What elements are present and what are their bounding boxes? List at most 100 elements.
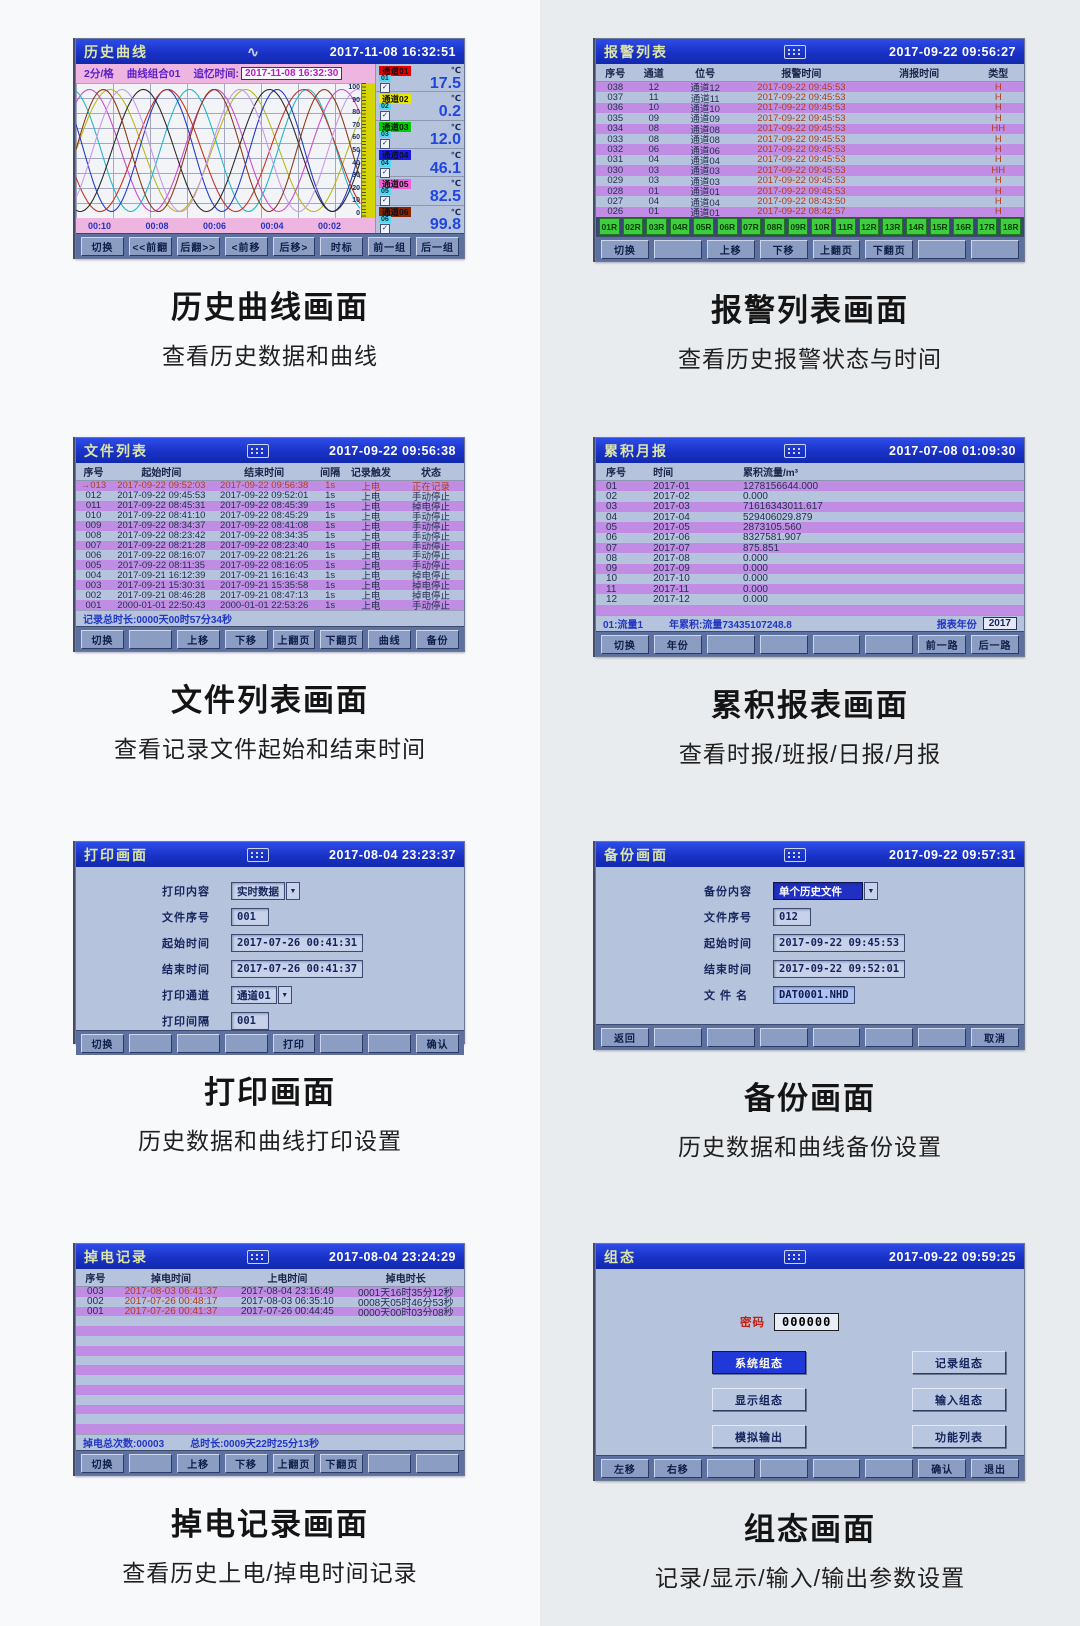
softkey-button[interactable]: 切换	[81, 629, 124, 649]
panel-caption-subtitle: 查看记录文件起始和结束时间	[114, 736, 426, 762]
password-input[interactable]: 000000	[774, 1313, 840, 1331]
print-section: 打印画面 2017-08-04 23:23:37 打印内容 实时数据 ▼ 文件序号 00…	[0, 813, 540, 1219]
channel-visible-checkbox[interactable]: ✓	[379, 195, 390, 206]
text-input[interactable]: 001	[231, 1012, 269, 1030]
table-cell: 上电	[361, 551, 381, 563]
form-row: 文 件 名 DAT0001.NHD	[704, 986, 1024, 1004]
softkey-button[interactable]: 年份	[653, 634, 702, 654]
table-cell: 正在记录	[411, 481, 450, 493]
softkey-button[interactable]: 上移	[176, 629, 220, 649]
table-row	[76, 1394, 464, 1405]
softkey-button[interactable]: 切换	[81, 1453, 124, 1473]
text-input[interactable]: 2017-09-22 09:45:53	[773, 934, 906, 952]
channel-visible-checkbox[interactable]: ✓	[379, 111, 390, 121]
channel-visible-checkbox[interactable]: ✓	[379, 139, 390, 150]
column-header: 结束时间	[244, 468, 285, 479]
softkey-button[interactable]: 后翻>>	[176, 236, 220, 256]
softkey-button[interactable]: <前移	[224, 236, 268, 256]
softkey-button[interactable]: 右移	[653, 1458, 702, 1478]
alarm-channel-tag: 01R	[599, 218, 620, 235]
table-cell: 2017-09-22 08:21:26	[220, 549, 309, 561]
softkey-button[interactable]: 上移	[176, 1453, 220, 1473]
softkey-button[interactable]: 后一路	[971, 634, 1019, 654]
softkey-button[interactable]: 前一组	[368, 236, 412, 256]
poweroff-record-screen: 掉电记录 2017-08-04 23:24:29 序号 掉电时间 上电时间 掉电时长 0…	[75, 1243, 465, 1476]
softkey-button[interactable]: 下翻页	[320, 629, 364, 649]
softkey-button[interactable]: 切换	[601, 634, 649, 654]
softkey-button[interactable]: 确认	[918, 1458, 967, 1478]
table-cell: 2017-09-22 08:41:10	[117, 510, 206, 522]
config-menu-button[interactable]: 系统组态	[712, 1351, 806, 1374]
text-input[interactable]: DAT0001.NHD	[773, 986, 855, 1004]
channel-number-chip: 05	[379, 187, 391, 195]
recall-time-value[interactable]: 2017-11-08 16:32:30	[240, 67, 343, 80]
report-year-input[interactable]: 2017	[982, 617, 1017, 630]
softkey-button[interactable]: 上移	[706, 239, 755, 259]
softkey-button-empty	[865, 1458, 914, 1478]
softkey-button[interactable]: 打印	[272, 1033, 316, 1053]
field-label: 结束时间	[704, 964, 752, 976]
softkey-button-empty	[918, 1027, 967, 1047]
dropdown-value[interactable]: 通道01	[231, 986, 277, 1004]
softkey-button[interactable]: <<前翻	[128, 236, 172, 256]
softkey-button[interactable]: 切换	[601, 239, 649, 259]
softkey-button[interactable]: 上翻页	[272, 629, 316, 649]
dropdown-arrow-icon[interactable]: ▼	[286, 882, 300, 900]
softkey-button[interactable]: 下翻页	[865, 239, 914, 259]
text-input[interactable]: 2017-09-22 09:52:01	[773, 960, 906, 978]
softkey-button[interactable]: 后一组	[416, 236, 459, 256]
softkey-button[interactable]: 曲线	[368, 629, 412, 649]
dropdown-arrow-icon[interactable]: ▼	[277, 986, 292, 1004]
channel-visible-checkbox[interactable]: ✓	[379, 167, 390, 178]
table-cell: 2017-09-22 09:56:38	[220, 480, 309, 492]
unit-label: ℃	[450, 121, 461, 132]
text-input[interactable]: 012	[773, 908, 811, 926]
softkey-button[interactable]: 上翻页	[812, 239, 861, 259]
softkey-button[interactable]: 备份	[416, 629, 459, 649]
dropdown-value[interactable]: 单个历史文件	[773, 882, 863, 900]
softkey-button[interactable]: 上翻页	[272, 1453, 316, 1473]
softkey-button[interactable]: 下移	[224, 1453, 268, 1473]
softkey-button[interactable]: 下移	[224, 629, 268, 649]
scale-bar	[361, 83, 375, 218]
table-cell: 手动停止	[411, 511, 450, 523]
softkey-button[interactable]: 前一路	[918, 634, 967, 654]
softkey-button[interactable]: 取消	[971, 1027, 1019, 1047]
channel-visible-checkbox[interactable]: ✓	[379, 82, 390, 93]
softkey-button[interactable]: 确认	[416, 1033, 459, 1053]
softkey-button[interactable]: 返回	[601, 1027, 649, 1047]
table-cell: 034	[607, 123, 624, 135]
table-cell: 通道08	[690, 124, 720, 136]
config-menu-button[interactable]: 功能列表	[912, 1425, 1006, 1448]
softkey-button[interactable]: 下翻页	[320, 1453, 364, 1473]
softkey-button[interactable]: 切换	[81, 1033, 124, 1053]
channel-value: 17.5	[429, 74, 461, 92]
softkey-button-empty	[653, 239, 702, 259]
text-input[interactable]: 2017-07-26 00:41:31	[231, 934, 364, 952]
softkey-button[interactable]: 下移	[759, 239, 808, 259]
softkey-button[interactable]: 左移	[601, 1458, 649, 1478]
text-input[interactable]: 001	[231, 908, 269, 926]
config-menu-button[interactable]: 记录组态	[912, 1351, 1006, 1374]
table-row: 004 2017-09-21 16:12:39 2017-09-21 16:16:4…	[76, 570, 464, 582]
config-menu-button[interactable]: 输入组态	[912, 1388, 1006, 1411]
dropdown-arrow-icon[interactable]: ▼	[864, 882, 878, 900]
table-cell: 2017-09-22 09:45:53	[757, 154, 846, 166]
panel-caption-subtitle: 记录/显示/输入/输出参数设置	[654, 1565, 966, 1591]
softkey-button[interactable]: 后移>	[272, 236, 316, 256]
softkey-button[interactable]: 时标	[320, 236, 364, 256]
config-menu-button[interactable]: 模拟输出	[712, 1425, 806, 1448]
softkey-button[interactable]: 退出	[971, 1458, 1019, 1478]
dropdown-value[interactable]: 实时数据	[231, 882, 285, 900]
config-menu-button[interactable]: 显示组态	[712, 1388, 806, 1411]
softkey-button[interactable]: 切换	[81, 236, 124, 256]
table-cell: 1s	[325, 480, 336, 492]
axis-label: 80	[352, 109, 360, 117]
table-cell: 2873105.560	[742, 521, 802, 533]
config-menu: 系统组态 记录组态显示组态 输入组态模拟输出 功能列表	[712, 1351, 1006, 1448]
axis-label: 00:02	[317, 220, 341, 231]
softkey-bar: 切换 <<前翻 后翻>> <前移 后移> 时标 前一组 后一组	[76, 233, 464, 258]
text-input[interactable]: 2017-07-26 00:41:37	[231, 960, 364, 978]
alarm-channel-tag: 17R	[976, 218, 998, 235]
